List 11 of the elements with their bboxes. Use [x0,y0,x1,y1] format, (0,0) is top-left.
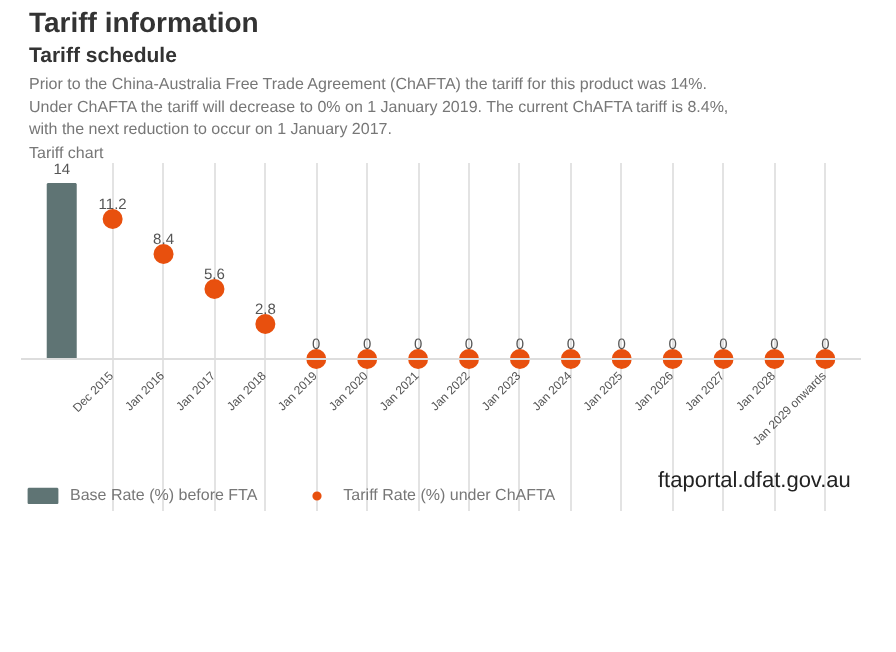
point [102,209,123,229]
chart-subtitle: Tariff schedule [29,44,178,68]
text: ftaportal.dfat.gov.au [657,468,851,493]
legend-label: Base Rate (%) before FTA [70,486,258,504]
chart-title: Tariff information [29,6,259,38]
text: Prior to the China-Australia Free Trade Agreement (ChAFTA) the tariff for this product was 14%. Under ChAFTA the tariff will decrease to 0% on 1 January 2019. The current ChAFTA tariff is 8.4%, with the next reduction to occur on 1 January 2017. [27,75,729,138]
point [255,314,276,334]
point [204,279,225,299]
legend-label: Tariff Rate (%) under ChAFTA [343,486,556,504]
text: Tariff chart [29,144,105,162]
point [153,244,174,264]
